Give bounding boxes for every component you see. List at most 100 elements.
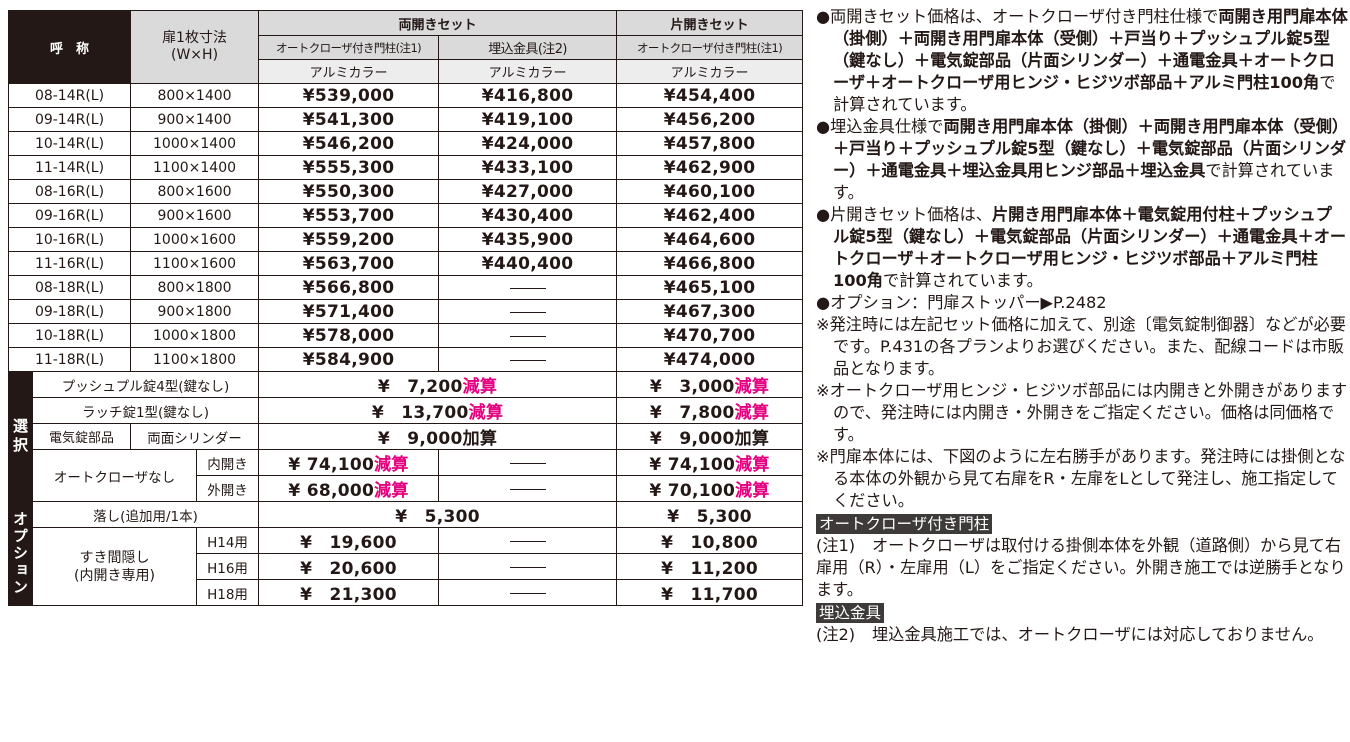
gap-label-main: すき間隠し — [79, 549, 150, 566]
price-autocloser-cell: ¥563,700 — [258, 251, 440, 276]
model-cell: 10-14R(L) — [7, 131, 132, 156]
gap-h18-b — [438, 579, 618, 606]
header-name: 呼 称 — [7, 10, 132, 84]
gap-label-sub: (内開き専用) — [74, 567, 155, 584]
table-row: 10-16R(L) 1000×1600 ¥559,200 ¥435,900 ¥464,6… — [7, 227, 804, 252]
price-embedded-cell — [438, 299, 618, 324]
heading-autocloser: オートクローザ付き門柱 — [816, 514, 993, 534]
model-cell: 09-18R(L) — [7, 299, 132, 324]
price-single-cell: ¥464,600 — [616, 227, 804, 252]
price-single-cell: ¥462,900 — [616, 155, 804, 180]
price-table: 呼 称 扉1枚寸法 (W×H) 両開きセット 片開きセット オートクローザ付き門… — [7, 10, 804, 606]
push-lock-double: ¥ 7,200減算 — [258, 371, 618, 398]
gap-h18-label: H18用 — [196, 579, 260, 606]
table-row: 11-16R(L) 1100×1600 ¥563,700 ¥440,400 ¥466,8… — [7, 251, 804, 276]
price-embedded-cell: ¥440,400 — [438, 251, 618, 276]
header-embedded: 埋込金具(注2) — [438, 35, 618, 60]
gap-h14-c: ¥ 10,800 — [616, 527, 804, 554]
price-single-cell: ¥460,100 — [616, 179, 804, 204]
drop-label: 落し(追加用/1本) — [31, 501, 260, 528]
gap-h14-b — [438, 527, 618, 554]
table-row: 11-14R(L) 1100×1400 ¥555,300 ¥433,100 ¥462,9… — [7, 155, 804, 180]
size-cell: 800×1600 — [130, 179, 260, 204]
electric-cylinder-label: 両面シリンダー — [130, 423, 260, 450]
table-row: 10-14R(L) 1000×1400 ¥546,200 ¥424,000 ¥457,8… — [7, 131, 804, 156]
model-cell: 11-16R(L) — [7, 251, 132, 276]
gap-h18-a: ¥ 21,300 — [258, 579, 440, 606]
drop-single: ¥ 5,300 — [616, 501, 804, 528]
subnote-2: (注2) 埋込金具施工では、オートクローザには対応しておりません。 — [816, 625, 1324, 644]
electric-single: ¥ 9,000加算 — [616, 423, 804, 450]
price-autocloser-cell: ¥559,200 — [258, 227, 440, 252]
note-handedness: ※門扉本体には、下図のように左右勝手があります。発注時には掛側となる本体の外観か… — [816, 447, 1346, 510]
gap-h18-c: ¥ 11,700 — [616, 579, 804, 606]
table-row: 08-14R(L) 800×1400 ¥539,000 ¥416,800 ¥454,40… — [7, 83, 804, 108]
model-cell: 09-16R(L) — [7, 203, 132, 228]
gap-h14-label: H14用 — [196, 527, 260, 554]
price-autocloser-cell: ¥546,200 — [258, 131, 440, 156]
color-label-b: アルミカラー — [438, 59, 618, 84]
size-cell: 800×1400 — [130, 83, 260, 108]
heading-embedded: 埋込金具 — [816, 603, 885, 623]
model-cell: 11-18R(L) — [7, 347, 132, 372]
price-autocloser-cell: ¥555,300 — [258, 155, 440, 180]
note-embedded: ●埋込金具仕様で両開き用門扉本体（掛側）＋両開き用門扉本体（受側）＋戸当り＋プッ… — [816, 117, 1347, 202]
price-single-cell: ¥467,300 — [616, 299, 804, 324]
table-row: 08-18R(L) 800×1800 ¥566,800 ¥465,100 — [7, 275, 804, 300]
note-option: ●オプション：門扉ストッパー▶P.2482 — [816, 293, 1107, 312]
size-cell: 1100×1400 — [130, 155, 260, 180]
header-size-label: 扉1枚寸法 — [162, 30, 227, 46]
price-embedded-cell: ¥435,900 — [438, 227, 618, 252]
size-cell: 1100×1600 — [130, 251, 260, 276]
price-single-cell: ¥465,100 — [616, 275, 804, 300]
gap-h16-b — [438, 553, 618, 580]
dash-mark — [509, 336, 546, 337]
size-cell: 900×1400 — [130, 107, 260, 132]
price-single-cell: ¥457,800 — [616, 131, 804, 156]
price-autocloser-cell: ¥578,000 — [258, 323, 440, 348]
header-size-unit: (W×H) — [171, 47, 219, 63]
no-closer-inner-label: 内開き — [196, 449, 260, 476]
price-autocloser-cell: ¥539,000 — [258, 83, 440, 108]
electric-double: ¥ 9,000加算 — [258, 423, 618, 450]
header-single-set: 片開きセット — [616, 10, 804, 36]
no-closer-outer-a: ¥ 68,000減算 — [258, 475, 440, 502]
size-cell: 800×1800 — [130, 275, 260, 300]
gap-h14-a: ¥ 19,600 — [258, 527, 440, 554]
table-row: 11-18R(L) 1100×1800 ¥584,900 ¥474,000 — [7, 347, 804, 372]
color-label-a: アルミカラー — [258, 59, 440, 84]
price-autocloser-cell: ¥553,700 — [258, 203, 440, 228]
size-cell: 900×1600 — [130, 203, 260, 228]
header-autocloser: オートクローザ付き門柱(注1) — [258, 35, 440, 60]
note-hinge: ※オートクローザ用ヒンジ・ヒジツボ部品には内開きと外開きがありますので、発注時に… — [816, 381, 1348, 444]
table-row: 09-14R(L) 900×1400 ¥541,300 ¥419,100 ¥456,20… — [7, 107, 804, 132]
model-cell: 08-14R(L) — [7, 83, 132, 108]
latch-lock-double: ¥ 13,700減算 — [258, 397, 618, 424]
gap-h16-label: H16用 — [196, 553, 260, 580]
model-cell: 08-18R(L) — [7, 275, 132, 300]
price-single-cell: ¥470,700 — [616, 323, 804, 348]
no-closer-label: オートクローザなし — [31, 449, 198, 502]
push-lock-label: プッシュプル錠4型(鍵なし) — [31, 371, 260, 398]
price-embedded-cell — [438, 323, 618, 348]
price-embedded-cell — [438, 347, 618, 372]
selection-side-label: 選択 — [8, 371, 33, 502]
gap-label: すき間隠し (内開き専用) — [31, 527, 198, 606]
size-cell: 1000×1800 — [130, 323, 260, 348]
header-single-autocloser: オートクローザ付き門柱(注1) — [616, 35, 804, 60]
model-cell: 10-18R(L) — [7, 323, 132, 348]
size-cell: 900×1800 — [130, 299, 260, 324]
table-row: 10-18R(L) 1000×1800 ¥578,000 ¥470,700 — [7, 323, 804, 348]
drop-double: ¥ 5,300 — [258, 501, 618, 528]
table-row: 09-16R(L) 900×1600 ¥553,700 ¥430,400 ¥462,40… — [7, 203, 804, 228]
price-embedded-cell: ¥430,400 — [438, 203, 618, 228]
price-embedded-cell — [438, 275, 618, 300]
price-embedded-cell: ¥433,100 — [438, 155, 618, 180]
dash-mark — [509, 288, 546, 289]
note-single-set: ●片開きセット価格は、片開き用門扉本体＋電気錠用付柱＋プッシュプル錠5型（鍵なし… — [816, 205, 1347, 290]
no-closer-inner-c: ¥ 74,100減算 — [616, 449, 804, 476]
note-double-set: ●両開きセット価格は、オートクローザ付き門柱仕様で両開き用門扉本体（掛側）＋両開… — [816, 7, 1348, 114]
price-single-cell: ¥474,000 — [616, 347, 804, 372]
no-closer-outer-label: 外開き — [196, 475, 260, 502]
table-row: 09-18R(L) 900×1800 ¥571,400 ¥467,300 — [7, 299, 804, 324]
